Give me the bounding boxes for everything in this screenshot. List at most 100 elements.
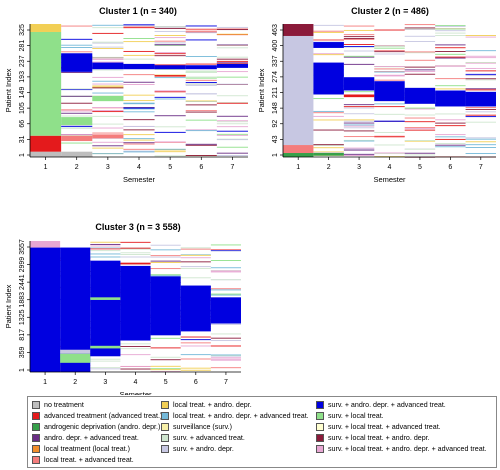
- trajectory-line: [435, 53, 466, 55]
- trajectory-line: [210, 355, 241, 357]
- trajectory-line: [180, 354, 211, 356]
- trajectory-line: [216, 26, 248, 28]
- region-surv_local: [90, 345, 121, 349]
- trajectory-line: [92, 127, 124, 129]
- trajectory-line: [216, 60, 248, 62]
- trajectory-line: [465, 121, 496, 123]
- y-tick-label: 92: [272, 120, 279, 128]
- trajectory-line: [185, 100, 217, 102]
- trajectory-line: [435, 30, 466, 32]
- region-surv_local: [92, 95, 124, 102]
- trajectory-line: [216, 102, 248, 104]
- trajectory-line: [185, 111, 217, 113]
- trajectory-line: [343, 139, 375, 141]
- trajectory-line: [404, 73, 436, 75]
- trajectory-line: [154, 77, 186, 79]
- legend-label: surv. + local treat. + advanced treat.: [328, 423, 441, 431]
- x-axis-label: Semester: [123, 175, 156, 184]
- region-surv_andro_adv: [210, 297, 241, 324]
- trajectory-line: [404, 27, 436, 29]
- trajectory-line: [435, 25, 466, 27]
- trajectory-line: [343, 127, 375, 129]
- trajectory-line: [374, 75, 405, 77]
- trajectory-line: [123, 151, 155, 153]
- trajectory-line: [123, 24, 155, 26]
- trajectory-line: [216, 95, 248, 97]
- trajectory-line: [216, 126, 248, 128]
- legend-label: surv. + andro. depr. + advanced treat.: [328, 401, 446, 409]
- trajectory-line: [313, 98, 344, 100]
- region-surv_andro_adv: [465, 91, 496, 107]
- x-tick-label: 1: [296, 164, 300, 171]
- region-surv_andro_adv: [150, 276, 181, 336]
- trajectory-line: [343, 148, 375, 150]
- x-tick-label: 7: [479, 164, 483, 171]
- trajectory-line: [465, 50, 496, 52]
- trajectory-line: [343, 46, 375, 48]
- trajectory-line: [90, 368, 121, 370]
- trajectory-line: [154, 35, 186, 36]
- trajectory-line: [92, 145, 124, 147]
- trajectory-line: [123, 41, 155, 43]
- legend-swatch: [32, 434, 40, 442]
- trajectory-line: [154, 75, 186, 77]
- trajectory-line: [404, 24, 436, 26]
- trajectory-line: [150, 256, 181, 258]
- trajectory-line: [216, 58, 248, 60]
- trajectory-line: [343, 25, 375, 27]
- trajectory-line: [61, 95, 93, 97]
- trajectory-line: [210, 260, 241, 262]
- trajectory-line: [313, 112, 344, 114]
- region-surv_andro_adv: [120, 265, 151, 341]
- trajectory-line: [210, 293, 241, 295]
- legend-swatch: [316, 401, 324, 409]
- trajectory-line: [404, 28, 436, 30]
- trajectory-line: [210, 249, 241, 250]
- trajectory-line: [404, 148, 436, 150]
- trajectory-line: [180, 254, 211, 256]
- trajectory-line: [374, 51, 405, 53]
- trajectory-line: [435, 88, 466, 90]
- trajectory-line: [180, 277, 211, 279]
- trajectory-line: [216, 152, 248, 154]
- trajectory-line: [374, 47, 405, 49]
- trajectory-line: [123, 142, 155, 144]
- trajectory-line: [374, 120, 405, 122]
- legend-label: surveillance (surv.): [173, 423, 232, 431]
- trajectory-line: [150, 255, 181, 257]
- trajectory-line: [92, 147, 124, 149]
- x-tick-label: 3: [103, 379, 107, 386]
- trajectory-line: [435, 144, 466, 146]
- trajectory-line: [185, 104, 217, 106]
- trajectory-line: [90, 241, 121, 243]
- region-surv_andro_adv: [313, 62, 344, 95]
- trajectory-line: [465, 67, 496, 69]
- trajectory-line: [120, 241, 151, 243]
- trajectory-line: [435, 136, 466, 138]
- trajectory-line: [465, 144, 496, 146]
- region-surv_andro_adv: [185, 65, 217, 70]
- trajectory-line: [374, 74, 405, 76]
- legend-swatch: [316, 445, 324, 453]
- trajectory-line: [435, 25, 466, 27]
- trajectory-line: [150, 368, 181, 370]
- legend-swatch: [32, 412, 40, 420]
- trajectory-line: [343, 147, 375, 149]
- x-tick-label: 7: [224, 379, 228, 386]
- y-tick-label: 148: [272, 102, 279, 114]
- trajectory-line: [120, 365, 151, 367]
- trajectory-line: [154, 52, 186, 54]
- trajectory-line: [154, 91, 186, 93]
- trajectory-line: [210, 244, 241, 246]
- trajectory-line: [92, 24, 124, 26]
- trajectory-line: [150, 262, 181, 263]
- trajectory-line: [154, 141, 186, 143]
- trajectory-line: [92, 92, 124, 94]
- y-tick-label: 43: [272, 135, 279, 143]
- trajectory-line: [465, 116, 496, 118]
- y-tick-label: 31: [19, 135, 26, 143]
- trajectory-line: [123, 119, 155, 121]
- y-tick-label: 2441: [19, 274, 26, 290]
- trajectory-line: [92, 132, 124, 134]
- trajectory-line: [343, 44, 375, 45]
